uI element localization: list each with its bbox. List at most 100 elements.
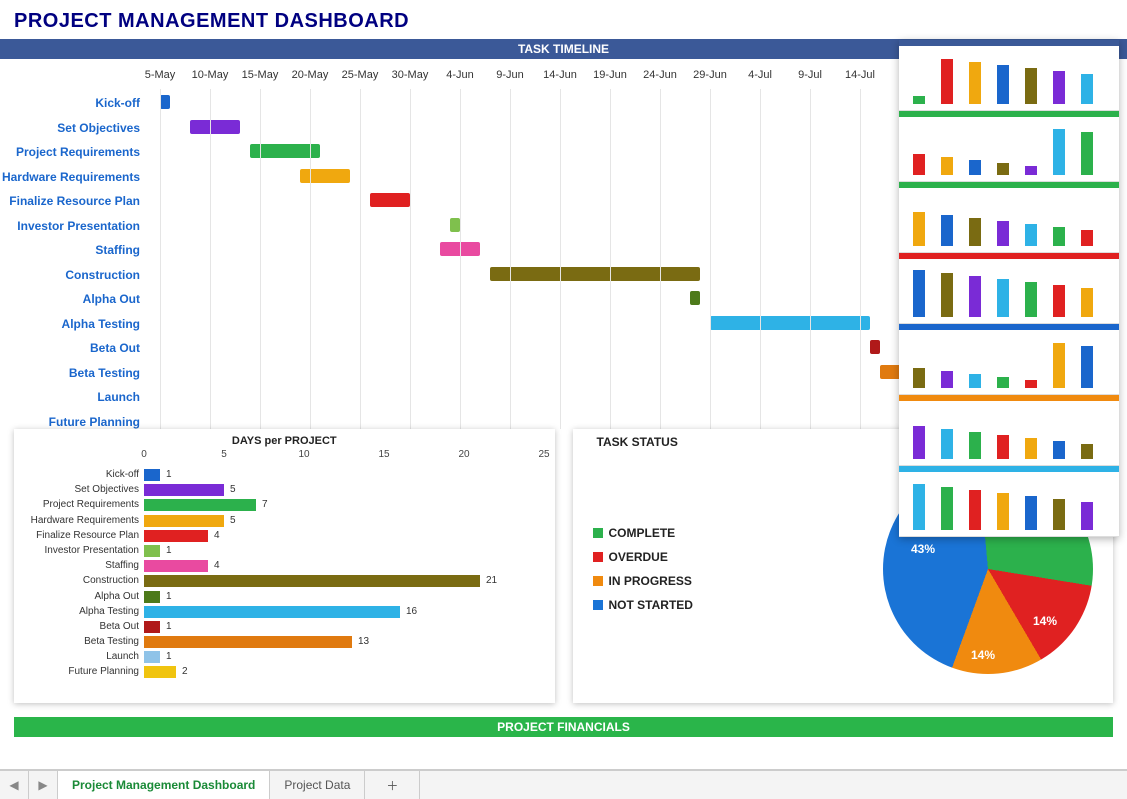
thumbnail[interactable] [899,466,1119,537]
days-value: 1 [166,545,172,556]
timeline-date-label: 9-Jul [798,69,822,81]
gantt-bar [490,267,700,281]
days-task-label: Finalize Resource Plan [14,530,139,541]
days-value: 1 [166,621,172,632]
timeline-date-label: 4-Jun [446,69,474,81]
sheet-tab-bar: ◀ ▶ Project Management DashboardProject … [0,769,1127,799]
add-sheet-button[interactable]: ＋ [365,771,420,799]
thumbnail[interactable] [899,395,1119,466]
days-bar [144,591,160,603]
legend-swatch [593,528,603,538]
timeline-date-label: 30-May [392,69,429,81]
days-value: 4 [214,560,220,571]
timeline-date-label: 24-Jun [643,69,677,81]
days-value: 5 [230,484,236,495]
days-value: 4 [214,530,220,541]
timeline-date-label: 19-Jun [593,69,627,81]
timeline-gridline [510,89,511,429]
gantt-bar [870,340,880,354]
days-task-label: Construction [14,575,139,586]
prev-sheet-button[interactable]: ◀ [0,771,29,799]
days-bar [144,484,224,496]
legend-item: IN PROGRESS [593,569,693,593]
timeline-gridline [860,89,861,429]
gantt-bar [450,218,460,232]
days-value: 1 [166,591,172,602]
gantt-bar [690,291,700,305]
days-axis-tick: 0 [141,449,147,460]
timeline-gridline [210,89,211,429]
legend-item: OVERDUE [593,545,693,569]
timeline-gridline [410,89,411,429]
sheet-tab[interactable]: Project Management Dashboard [58,771,270,799]
timeline-gridline [460,89,461,429]
next-sheet-button[interactable]: ▶ [29,771,58,799]
days-task-label: Launch [14,651,139,662]
days-task-label: Kick-off [14,469,139,480]
days-per-project-panel: DAYS per PROJECT 0510152025 Kick-off1Set… [14,429,555,703]
days-task-label: Beta Out [14,621,139,632]
timeline-date-label: 4-Jul [748,69,772,81]
gantt-task-label: Kick-off [0,96,140,110]
days-bar [144,666,176,678]
days-task-label: Alpha Out [14,591,139,602]
days-value: 1 [166,651,172,662]
thumbnail[interactable] [899,253,1119,324]
thumbnail[interactable] [899,111,1119,182]
timeline-date-label: 9-Jun [496,69,524,81]
timeline-date-label: 14-Jul [845,69,875,81]
days-bar [144,469,160,481]
gantt-bar [160,95,170,109]
days-bar [144,499,256,511]
gantt-task-label: Finalize Resource Plan [0,194,140,208]
days-bar [144,606,400,618]
task-status-legend: COMPLETEOVERDUEIN PROGRESSNOT STARTED [593,521,693,617]
days-task-label: Staffing [14,560,139,571]
days-task-label: Set Objectives [14,484,139,495]
days-value: 2 [182,666,188,677]
days-bar [144,651,160,663]
gantt-task-label: Staffing [0,243,140,257]
days-bar [144,621,160,633]
gantt-task-label: Future Planning [0,415,140,429]
gantt-task-label: Set Objectives [0,121,140,135]
days-task-label: Hardware Requirements [14,515,139,526]
pie-percent-label: 14% [971,648,995,662]
timeline-gridline [260,89,261,429]
timeline-date-label: 14-Jun [543,69,577,81]
thumbnail[interactable] [899,182,1119,253]
legend-label: OVERDUE [609,545,668,569]
days-bar [144,560,208,572]
timeline-gridline [160,89,161,429]
sheet-tab[interactable]: Project Data [270,771,365,799]
days-bar [144,515,224,527]
legend-item: NOT STARTED [593,593,693,617]
timeline-gridline [710,89,711,429]
days-value: 5 [230,515,236,526]
days-value: 16 [406,606,417,617]
days-axis-tick: 10 [298,449,309,460]
timeline-date-label: 29-Jun [693,69,727,81]
thumbnail-strip[interactable] [899,40,1119,537]
thumbnail[interactable] [899,324,1119,395]
days-bar [144,636,352,648]
days-axis-tick: 25 [538,449,549,460]
days-task-label: Beta Testing [14,636,139,647]
legend-label: COMPLETE [609,521,676,545]
days-task-label: Project Requirements [14,499,139,510]
legend-label: NOT STARTED [609,593,693,617]
days-bar [144,545,160,557]
days-task-label: Investor Presentation [14,545,139,556]
timeline-gridline [760,89,761,429]
pie-percent-label: 14% [1033,614,1057,628]
timeline-date-label: 5-May [145,69,176,81]
thumbnail[interactable] [899,40,1119,111]
gantt-bar [300,169,350,183]
legend-label: IN PROGRESS [609,569,692,593]
gantt-task-label: Beta Out [0,341,140,355]
page-title: PROJECT MANAGEMENT DASHBOARD [0,0,1127,39]
pie-percent-label: 43% [911,542,935,556]
timeline-gridline [360,89,361,429]
gantt-task-label: Alpha Out [0,292,140,306]
days-per-project-title: DAYS per PROJECT [14,429,555,449]
